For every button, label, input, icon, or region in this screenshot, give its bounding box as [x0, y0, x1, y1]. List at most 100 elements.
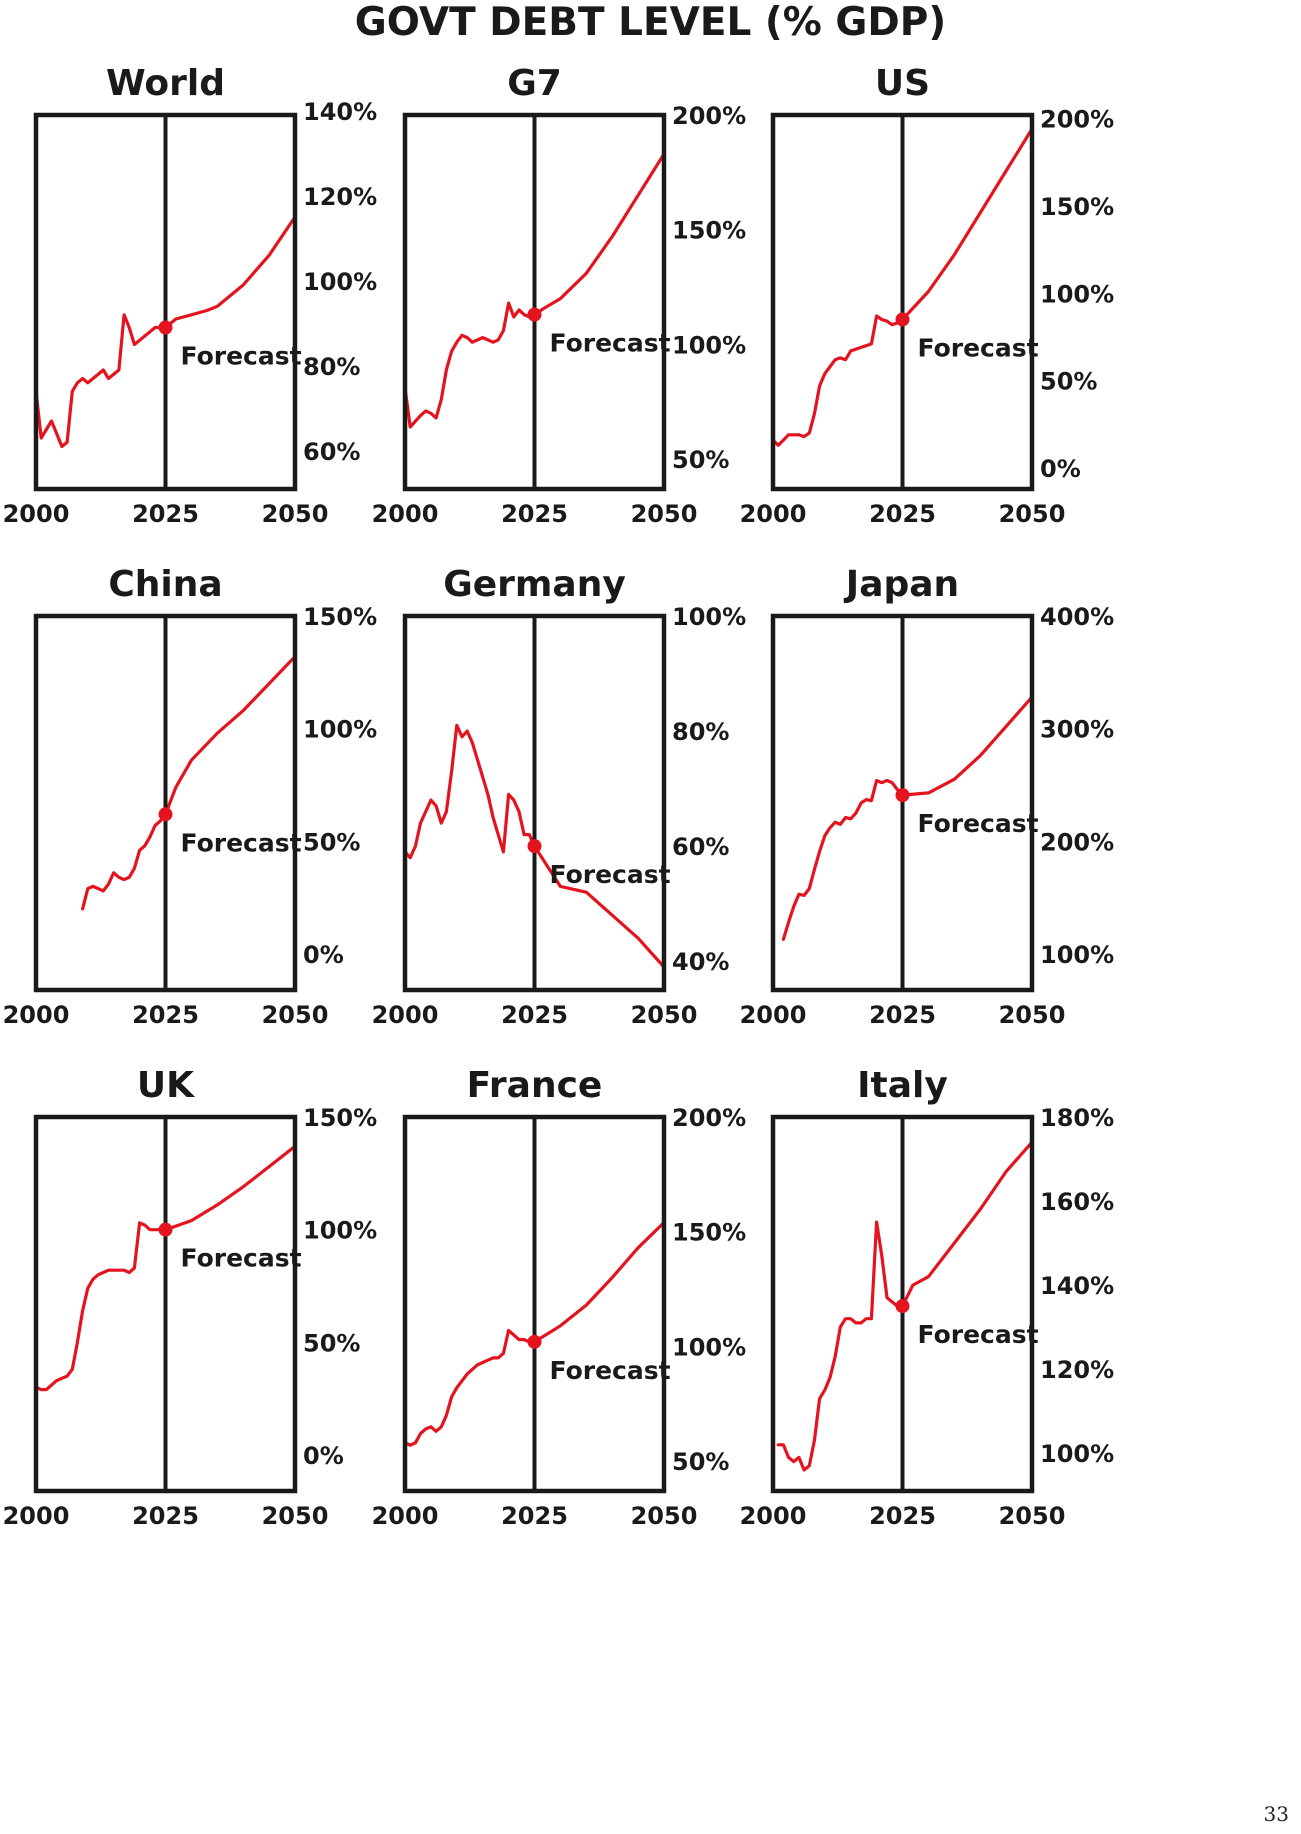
x-tick-label: 2000: [3, 1502, 70, 1530]
x-tick-label: 2000: [3, 500, 70, 528]
chart-frame: [33, 1114, 298, 1494]
y-tick-label: 160%: [1040, 1188, 1114, 1216]
chart-frame: [402, 613, 667, 993]
y-tick-label: 100%: [672, 331, 746, 359]
chart-title: Germany: [443, 564, 626, 605]
x-tick-label: 2050: [262, 1502, 329, 1530]
y-tick-label: 100%: [1040, 941, 1114, 969]
y-tick-label: 50%: [672, 1448, 729, 1476]
y-tick-label: 300%: [1040, 716, 1114, 744]
page-number: 33: [1263, 1802, 1289, 1826]
y-tick-label: 140%: [1040, 1272, 1114, 1300]
x-tick-label: 2025: [501, 1502, 568, 1530]
forecast-label: Forecast: [181, 1244, 302, 1273]
y-tick-label: 100%: [1040, 1440, 1114, 1468]
y-tick-label: 400%: [1040, 603, 1114, 631]
y-tick-label: 150%: [1040, 193, 1114, 221]
chart-frame: [770, 1114, 1035, 1494]
y-tick-label: 100%: [672, 603, 746, 631]
y-tick-label: 100%: [303, 1217, 377, 1245]
series-line: [36, 215, 295, 449]
y-tick-label: 0%: [1040, 455, 1081, 483]
x-tick-label: 2025: [132, 1001, 199, 1029]
page-title: GOVT DEBT LEVEL (% GDP): [354, 0, 947, 45]
chart-france: France Forecast 200% 150% 100% 50% 2000 2025 205…: [372, 1065, 747, 1530]
series-line: [81, 655, 295, 911]
y-tick-label: 60%: [672, 833, 729, 861]
x-tick-label: 2025: [132, 1502, 199, 1530]
chart-frame: [402, 112, 667, 492]
series-line: [776, 1140, 1032, 1472]
chart-title: France: [467, 1065, 603, 1106]
forecast-label: Forecast: [918, 1320, 1039, 1349]
y-tick-label: 0%: [303, 941, 344, 969]
y-tick-label: 200%: [1040, 105, 1114, 133]
forecast-point: [158, 1222, 173, 1237]
x-tick-label: 2000: [372, 500, 439, 528]
x-tick-label: 2000: [372, 1502, 439, 1530]
x-tick-label: 2000: [372, 1001, 439, 1029]
forecast-point: [527, 839, 542, 854]
x-tick-label: 2050: [262, 1001, 329, 1029]
forecast-label: Forecast: [550, 1356, 671, 1385]
x-tick-label: 2050: [999, 500, 1066, 528]
chart-us: US Forecast 200% 150% 100% 50% 0% 2000 2025 2050: [740, 63, 1115, 528]
y-tick-label: 200%: [1040, 828, 1114, 856]
y-tick-label: 40%: [672, 948, 729, 976]
forecast-point: [895, 1299, 910, 1314]
y-tick-label: 150%: [672, 1219, 746, 1247]
chart-japan: Japan Forecast 400% 300% 200% 100% 2000 2025 205…: [740, 564, 1115, 1029]
y-tick-label: 80%: [672, 718, 729, 746]
y-tick-label: 140%: [303, 98, 377, 126]
y-tick-label: 50%: [1040, 368, 1097, 396]
y-tick-label: 100%: [1040, 280, 1114, 308]
x-tick-label: 2025: [501, 500, 568, 528]
series-line: [405, 152, 664, 429]
x-tick-label: 2050: [631, 1502, 698, 1530]
chart-world: World Forecast 140% 120% 100% 80% 60% 2000 2025 2…: [3, 63, 378, 528]
y-tick-label: 150%: [672, 217, 746, 245]
y-tick-label: 200%: [672, 102, 746, 130]
series-line: [781, 695, 1032, 941]
chart-frame: [33, 613, 298, 993]
forecast-point: [895, 788, 910, 803]
chart-title: World: [106, 63, 225, 104]
x-tick-label: 2050: [262, 500, 329, 528]
y-tick-label: 50%: [303, 1329, 360, 1357]
y-tick-label: 80%: [303, 353, 360, 381]
forecast-label: Forecast: [181, 828, 302, 857]
x-tick-label: 2050: [999, 1001, 1066, 1029]
chart-frame: [770, 613, 1035, 993]
x-tick-label: 2050: [999, 1502, 1066, 1530]
x-tick-label: 2050: [631, 1001, 698, 1029]
chart-frame: [402, 1114, 667, 1494]
x-tick-label: 2025: [132, 500, 199, 528]
y-tick-label: 50%: [672, 446, 729, 474]
x-tick-label: 2025: [869, 500, 936, 528]
forecast-point: [895, 312, 910, 327]
y-tick-label: 50%: [303, 828, 360, 856]
x-tick-label: 2025: [869, 1001, 936, 1029]
y-tick-label: 150%: [303, 1104, 377, 1132]
x-tick-label: 2050: [631, 500, 698, 528]
chart-china: China Forecast 150% 100% 50% 0% 2000 2025 2050: [3, 564, 378, 1029]
chart-title: UK: [137, 1065, 195, 1106]
y-tick-label: 120%: [1040, 1356, 1114, 1384]
chart-title: China: [108, 564, 222, 605]
forecast-label: Forecast: [918, 333, 1039, 362]
chart-frame: [770, 112, 1035, 492]
chart-g7: G7 Forecast 200% 150% 100% 50% 2000 2025 2050: [372, 63, 747, 528]
chart-germany: Germany Forecast 100% 80% 60% 40% 2000 2025 2050: [372, 564, 747, 1029]
x-tick-label: 2000: [3, 1001, 70, 1029]
y-tick-label: 100%: [303, 268, 377, 296]
chart-title: Japan: [843, 564, 959, 605]
y-tick-label: 100%: [303, 716, 377, 744]
y-tick-label: 100%: [672, 1333, 746, 1361]
y-tick-label: 120%: [303, 183, 377, 211]
y-tick-label: 150%: [303, 603, 377, 631]
x-tick-label: 2000: [740, 1502, 807, 1530]
forecast-point: [527, 307, 542, 322]
forecast-point: [158, 807, 173, 822]
chart-title: G7: [507, 63, 562, 104]
